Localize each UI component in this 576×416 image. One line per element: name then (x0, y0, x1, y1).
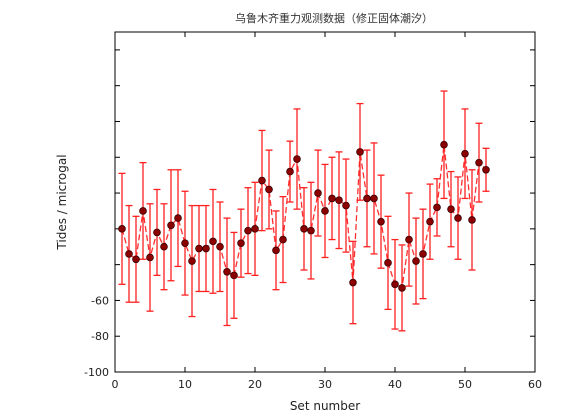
data-point (272, 246, 280, 255)
data-point (377, 217, 385, 226)
y-tick-label: -100 (84, 366, 109, 379)
data-point (181, 239, 189, 247)
data-point (209, 237, 217, 246)
data-point (132, 255, 140, 264)
data-point (342, 201, 350, 210)
data-point (335, 196, 343, 205)
data-point (237, 239, 245, 247)
data-point (363, 194, 371, 203)
data-point (174, 214, 182, 222)
data-point (412, 257, 420, 265)
data-point (454, 214, 462, 222)
data-point (468, 216, 476, 224)
data-point (440, 140, 448, 149)
data-point (286, 167, 294, 176)
x-axis-label: Set number (290, 399, 360, 413)
data-point (447, 205, 455, 213)
data-point (167, 221, 175, 230)
data-point (328, 194, 336, 203)
axis-ticks (114, 32, 536, 373)
data-point (153, 228, 161, 237)
data-point (300, 225, 308, 233)
data-point (461, 149, 469, 158)
x-tick-label: 10 (178, 378, 192, 391)
data-point (258, 176, 266, 185)
data-point (384, 259, 392, 267)
data-point (349, 278, 357, 287)
data-point (405, 235, 413, 244)
x-tick-label: 40 (388, 378, 402, 391)
x-tick-label: 30 (318, 378, 332, 391)
data-point (195, 244, 203, 253)
data-point (251, 225, 259, 233)
data-point (391, 280, 399, 289)
data-point (244, 226, 252, 235)
data-point (265, 185, 273, 194)
data-point (216, 242, 224, 251)
data-point (419, 250, 427, 258)
y-tick-label: -60 (91, 294, 109, 307)
data-point (202, 244, 210, 253)
data-point (125, 250, 133, 258)
tick-labels: 0 10 20 30 40 50 60 -60 -80 -100 (84, 294, 542, 391)
data-point (482, 165, 490, 174)
y-tick-label: -80 (91, 330, 109, 343)
x-tick-label: 50 (458, 378, 472, 391)
data-point (146, 253, 154, 262)
chart-title: 乌鲁木齐重力观测数据（修正固体潮汐） (235, 11, 433, 25)
data-point (307, 226, 315, 235)
data-point (139, 207, 147, 215)
data-point (314, 189, 322, 197)
data-point (321, 207, 329, 215)
data-points (118, 140, 490, 292)
data-point (356, 148, 364, 156)
x-tick-label: 20 (248, 378, 262, 391)
data-point (188, 257, 196, 265)
data-point (293, 155, 301, 163)
data-point (475, 158, 483, 167)
data-point (426, 217, 434, 226)
data-point (223, 267, 231, 276)
data-point (279, 235, 287, 244)
data-point (433, 203, 441, 212)
data-point (398, 284, 406, 292)
data-point (118, 225, 126, 233)
data-point (160, 242, 168, 251)
error-bars (118, 90, 490, 332)
y-axis-label: Tides / microgal (55, 154, 69, 250)
x-tick-label: 0 (112, 378, 119, 391)
data-point (370, 194, 378, 203)
x-tick-label: 60 (528, 378, 542, 391)
data-point (230, 271, 238, 280)
